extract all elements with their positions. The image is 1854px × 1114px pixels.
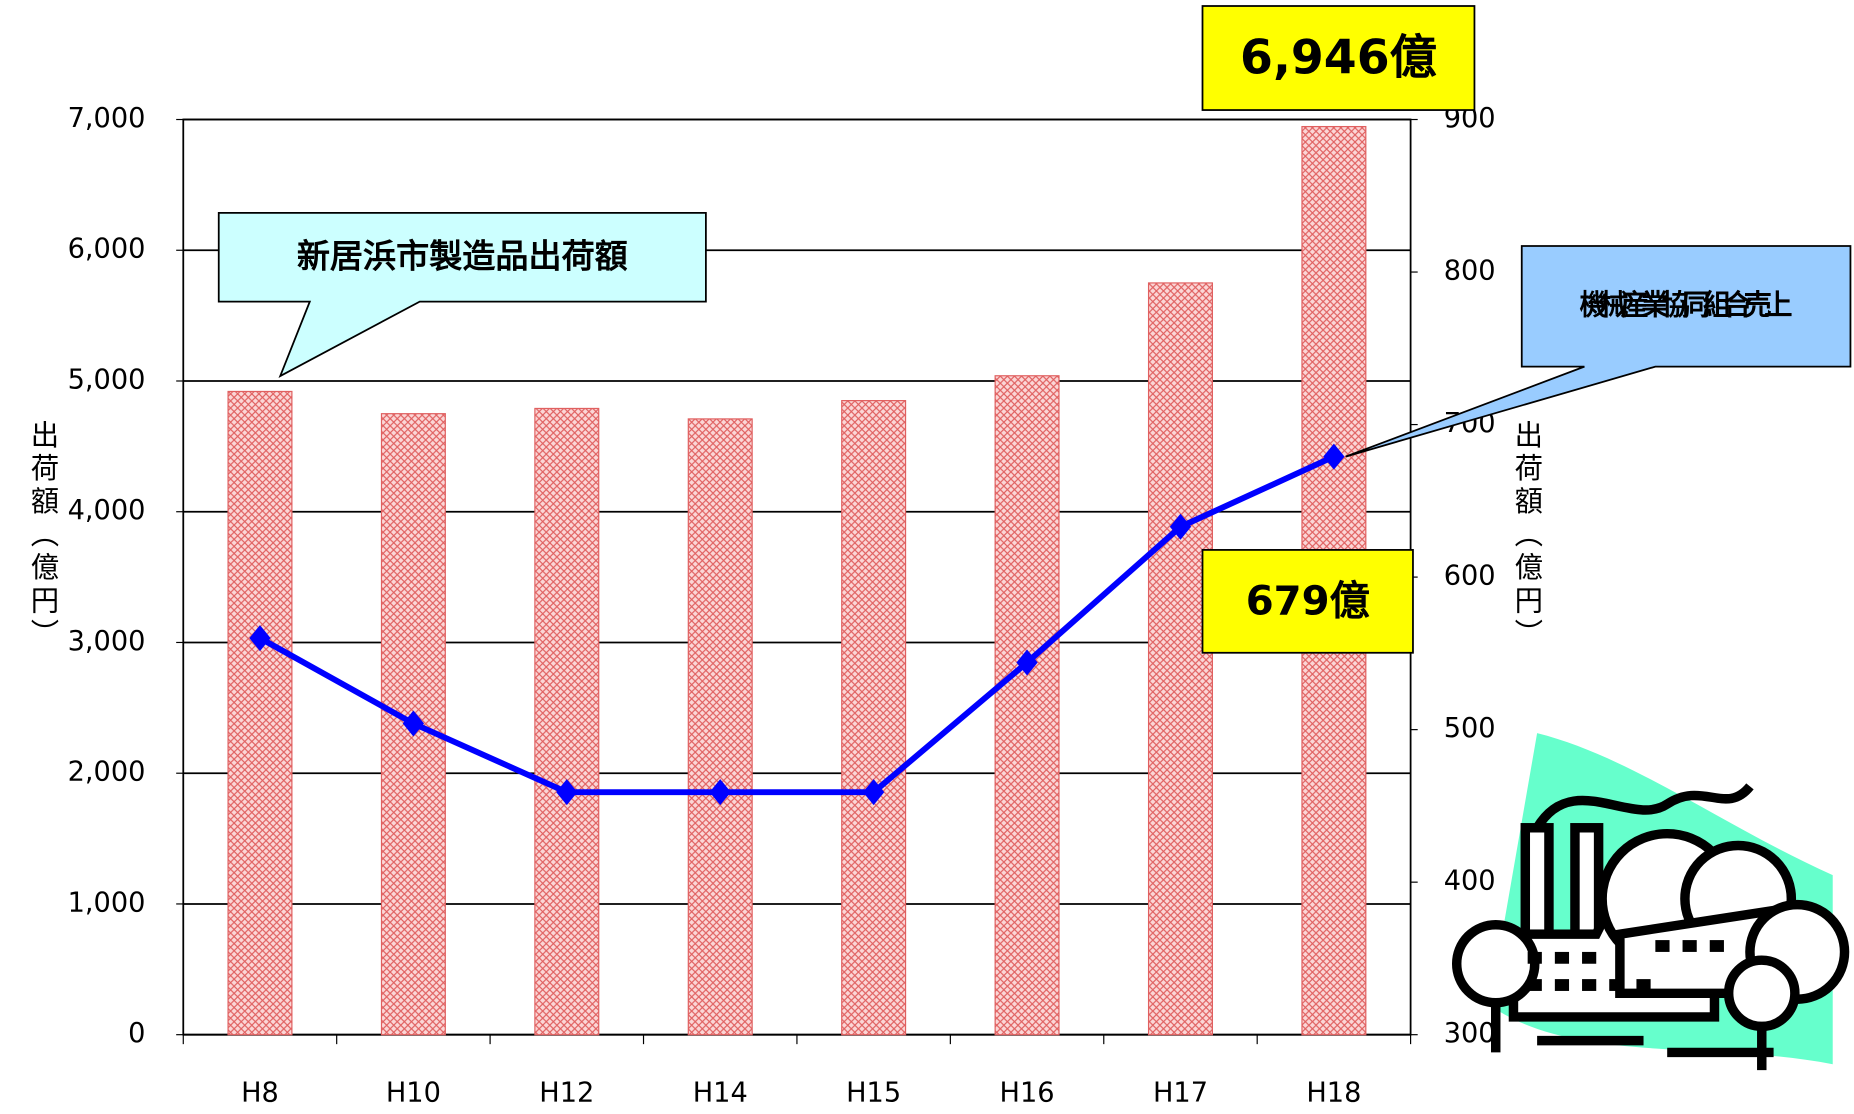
y-tick-label: 1,000 <box>68 887 146 918</box>
line-point <box>1016 649 1038 676</box>
value-label-box <box>1201 5 1476 111</box>
line-point <box>249 625 271 652</box>
x-tick-label: H17 <box>1153 1077 1208 1108</box>
y2-tick-label: 300 <box>1444 1018 1496 1049</box>
line-point <box>1323 443 1345 470</box>
y2-tick-label: 600 <box>1444 561 1496 592</box>
y-tick-label: 5,000 <box>68 364 146 395</box>
bar <box>687 418 753 1036</box>
y-tick-label: 4,000 <box>68 495 146 526</box>
x-tick-label: H14 <box>693 1077 748 1108</box>
bar <box>841 400 907 1036</box>
bar <box>994 375 1060 1036</box>
y2-tick-label: 500 <box>1444 713 1496 744</box>
bar <box>227 390 293 1036</box>
x-tick-label: H16 <box>1000 1077 1055 1108</box>
factory-clipart <box>1451 733 1850 1071</box>
callout-box <box>217 212 707 379</box>
line <box>258 453 1336 796</box>
y2-tick-label: 800 <box>1444 256 1496 287</box>
value-label: 6,946億 <box>1240 30 1437 85</box>
x-tick-label: H8 <box>241 1077 279 1108</box>
bar <box>534 407 600 1036</box>
value-label: 679億 <box>1246 579 1370 625</box>
y-tick-label: 0 <box>128 1018 145 1049</box>
y-axis-title: 出荷額（億円） <box>26 420 59 652</box>
x-tick-label: H12 <box>539 1077 594 1108</box>
callout-box <box>1345 245 1852 458</box>
y-tick-label: 3,000 <box>68 626 146 657</box>
y-tick-label: 2,000 <box>68 757 146 788</box>
line-point <box>709 779 731 806</box>
legend-label: 新居浜市製造品出荷額 <box>297 236 628 275</box>
line-point <box>863 779 885 806</box>
x-tick-label: H18 <box>1306 1077 1361 1108</box>
line-point <box>556 779 578 806</box>
y2-tick-label: 400 <box>1444 866 1496 897</box>
bar <box>1147 282 1213 1036</box>
y2-axis-title: 出荷額（億円） <box>1510 420 1543 652</box>
x-tick-label: H15 <box>846 1077 901 1108</box>
y-tick-label: 6,000 <box>68 234 146 265</box>
line-point <box>402 710 425 737</box>
x-tick-label: H10 <box>386 1077 441 1108</box>
y-tick-label: 7,000 <box>68 103 146 134</box>
legend-label: 機械産業協同組合売上 <box>1580 288 1793 321</box>
value-label-box <box>1201 549 1414 654</box>
